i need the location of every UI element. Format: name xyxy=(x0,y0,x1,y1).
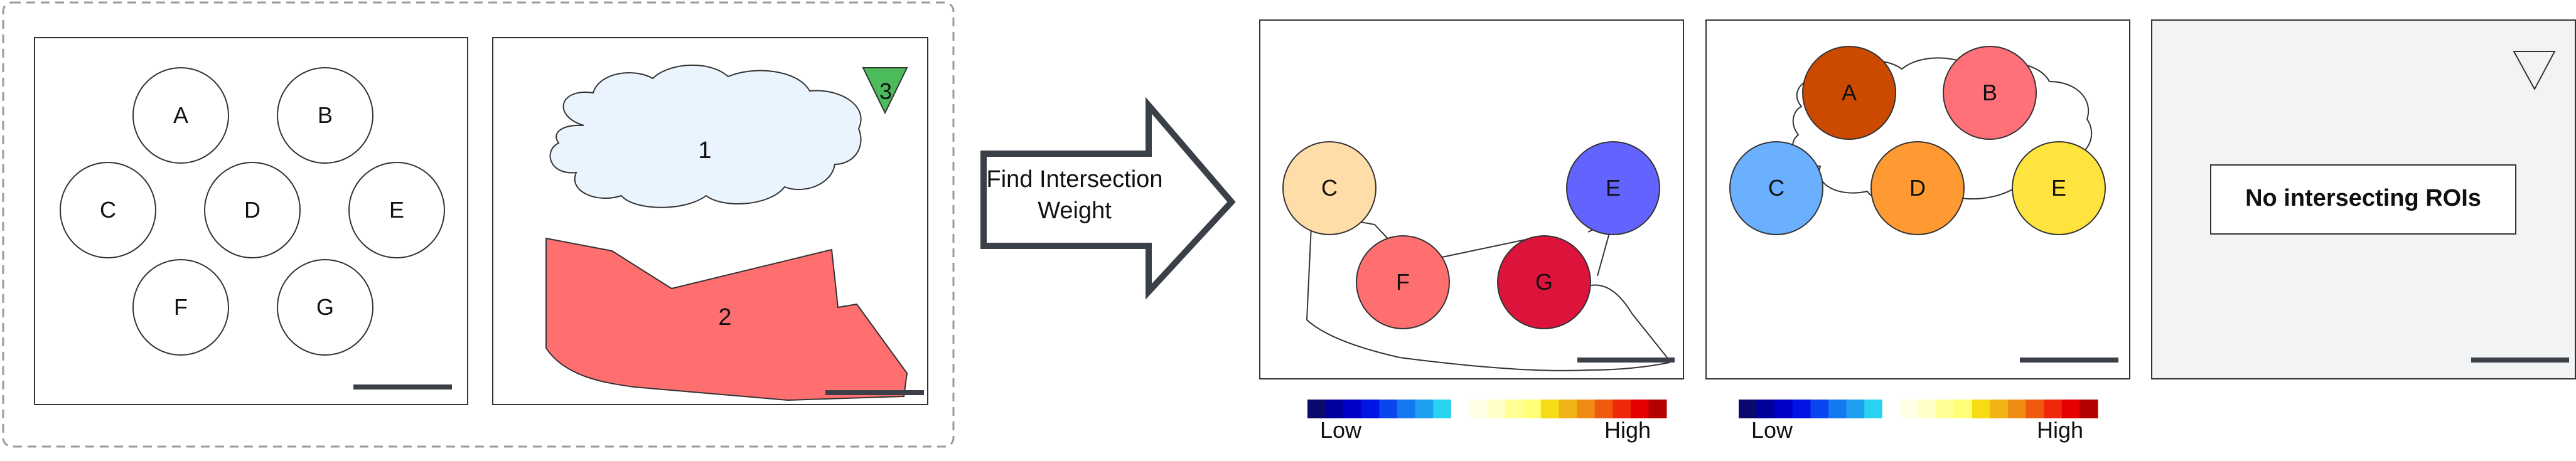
triangle-label: 3 xyxy=(879,78,892,104)
roi-label-c: C xyxy=(100,197,116,223)
weighted-circle-a: A xyxy=(1802,46,1896,140)
weighted-label-e: E xyxy=(2051,175,2066,201)
weighted-label-b: B xyxy=(1982,80,1997,105)
colorbar-swatch xyxy=(1361,400,1380,418)
colorbar-swatch xyxy=(1630,400,1649,418)
colorbar-swatch xyxy=(1828,400,1847,418)
colorbar-swatch xyxy=(1505,400,1523,418)
colorbar-swatch xyxy=(1954,400,1973,418)
colorbar-swatch xyxy=(2061,400,2080,418)
roi-circle-f: F xyxy=(132,259,229,356)
weighted-label-e: E xyxy=(1606,175,1621,201)
colorbar-swatch xyxy=(1864,400,1883,418)
colorbar-swatch xyxy=(1810,400,1829,418)
roi-circle-e: E xyxy=(348,162,445,258)
colorbar-1: Low High xyxy=(1307,400,1667,443)
colorbar-gradient xyxy=(1307,400,1667,418)
colorbar-swatch xyxy=(1648,400,1667,418)
colorbar-gradient xyxy=(1739,400,2098,418)
colorbar-swatch xyxy=(1415,400,1434,418)
cloud-label: 1 xyxy=(698,137,711,164)
colorbar-swatch xyxy=(1900,400,1919,418)
weighted-circle-d: D xyxy=(1870,141,1965,235)
colorbar-swatch xyxy=(1972,400,1990,418)
weighted-label-c: C xyxy=(1768,175,1784,201)
weighted-label-a: A xyxy=(1842,80,1857,105)
colorbar-swatch xyxy=(1451,400,1469,418)
weighted-circle-c: C xyxy=(1282,141,1377,235)
arrow-label-line1: Find Intersection xyxy=(987,166,1163,193)
roi-circle-b: B xyxy=(277,67,373,164)
colorbar-swatch xyxy=(1739,400,1758,418)
colorbar-swatch xyxy=(2008,400,2027,418)
roi-polygon: 2 xyxy=(545,237,908,401)
no-intersection-message: No intersecting ROIs xyxy=(2245,185,2481,211)
roi-circle-c: C xyxy=(60,162,156,258)
colorbar-swatch xyxy=(1756,400,1775,418)
weighted-label-f: F xyxy=(1396,269,1410,295)
colorbar-low-label: Low xyxy=(1751,417,1793,443)
roi-circle-d: D xyxy=(204,162,301,258)
colorbar-swatch xyxy=(1613,400,1631,418)
weighted-label-d: D xyxy=(1909,175,1926,201)
result-panel-3: No intersecting ROIs xyxy=(2151,19,2576,379)
colorbar-high-label: High xyxy=(1604,417,1651,443)
weighted-circle-f: F xyxy=(1356,235,1450,329)
weighted-label-c: C xyxy=(1321,175,1338,201)
colorbar-swatch xyxy=(1379,400,1398,418)
colorbar-swatch xyxy=(1846,400,1865,418)
weighted-circle-b: B xyxy=(1943,46,2037,140)
colorbar-swatch xyxy=(1433,400,1452,418)
colorbar-swatch xyxy=(1343,400,1362,418)
colorbar-swatch xyxy=(1523,400,1542,418)
colorbar-swatch xyxy=(1577,400,1596,418)
colorbar-swatch xyxy=(2026,400,2044,418)
colorbar-swatch xyxy=(1307,400,1326,418)
roi-label-a: A xyxy=(173,102,188,128)
colorbar-swatch xyxy=(1540,400,1559,418)
roi-cloud: 1 xyxy=(549,65,862,208)
process-arrow: Find Intersection Weight xyxy=(980,97,1236,300)
colorbar-swatch xyxy=(1487,400,1506,418)
no-intersection-box xyxy=(2210,164,2516,235)
result-panel-1: C F G E xyxy=(1259,19,1684,379)
arrow-label-line2: Weight xyxy=(1038,198,1112,224)
colorbar-swatch xyxy=(1792,400,1811,418)
colorbar-2: Low High xyxy=(1739,400,2098,443)
colorbar-swatch xyxy=(1990,400,2009,418)
colorbar-swatch xyxy=(1594,400,1613,418)
weighted-circle-g: G xyxy=(1497,235,1591,329)
colorbar-swatch xyxy=(1936,400,1955,418)
roi-label-g: G xyxy=(316,294,334,320)
input-group-frame xyxy=(2,1,955,448)
colorbar-swatch xyxy=(1918,400,1937,418)
colorbar-swatch xyxy=(1469,400,1488,418)
weighted-circle-e: E xyxy=(2012,141,2106,235)
roi-label-b: B xyxy=(318,102,333,128)
roi-triangle: 3 xyxy=(862,67,908,115)
result-panel-2: C D E A B xyxy=(1705,19,2130,379)
colorbar-swatch xyxy=(1882,400,1901,418)
colorbar-swatch xyxy=(1325,400,1344,418)
colorbar-swatch xyxy=(1559,400,1577,418)
roi-circle-g: G xyxy=(277,259,373,356)
roi-label-d: D xyxy=(244,197,260,223)
roi-label-f: F xyxy=(174,294,188,320)
weighted-circle-e: E xyxy=(1566,141,1660,235)
colorbar-swatch xyxy=(1774,400,1793,418)
weighted-label-g: G xyxy=(1535,269,1553,295)
circles-panel: A B C D E F G xyxy=(34,37,468,405)
roi-label-e: E xyxy=(389,197,404,223)
colorbar-high-label: High xyxy=(2037,417,2083,443)
polygon-label: 2 xyxy=(718,304,731,331)
roi-circle-a: A xyxy=(132,67,229,164)
colorbar-low-label: Low xyxy=(1320,417,1362,443)
weighted-circle-c: C xyxy=(1729,141,1823,235)
colorbar-swatch xyxy=(2044,400,2063,418)
triangle-outline xyxy=(2513,51,2556,91)
colorbar-swatch xyxy=(2080,400,2098,418)
shapes-panel: 1 2 3 xyxy=(492,37,928,405)
colorbar-swatch xyxy=(1397,400,1416,418)
